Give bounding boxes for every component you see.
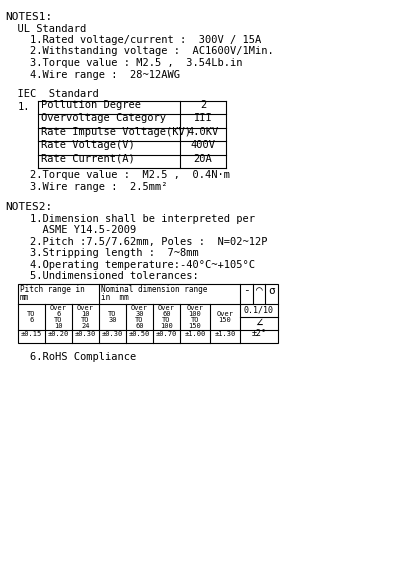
Text: 3.Wire range :  2.5mm²: 3.Wire range : 2.5mm² <box>5 182 168 191</box>
Text: TO: TO <box>27 311 36 317</box>
Text: 2.Torque value :  M2.5 ,  0.4N·m: 2.Torque value : M2.5 , 0.4N·m <box>5 170 230 180</box>
Text: 24: 24 <box>81 323 90 329</box>
Text: UL Standard: UL Standard <box>5 23 86 34</box>
Text: mm: mm <box>20 294 29 303</box>
Text: Over: Over <box>50 306 67 311</box>
Text: Rate Current(A): Rate Current(A) <box>41 154 135 164</box>
Text: Rate Impulse Voltage(KV): Rate Impulse Voltage(KV) <box>41 127 191 137</box>
Text: NOTES1:: NOTES1: <box>5 12 52 22</box>
Text: Over: Over <box>186 306 204 311</box>
Text: TO: TO <box>54 317 63 323</box>
Text: 3.Stripping length :  7~8mm: 3.Stripping length : 7~8mm <box>5 248 199 258</box>
Text: 2: 2 <box>200 100 206 110</box>
Text: 6: 6 <box>57 311 61 318</box>
Text: III: III <box>194 113 212 123</box>
Text: 60: 60 <box>162 311 171 318</box>
Text: 100: 100 <box>188 311 201 318</box>
Text: 100: 100 <box>160 323 173 329</box>
Text: 1.Rated voltage/current :  300V / 15A: 1.Rated voltage/current : 300V / 15A <box>5 35 261 45</box>
Text: 400V: 400V <box>190 140 215 151</box>
Text: TO: TO <box>162 317 171 323</box>
Text: TO: TO <box>108 311 117 317</box>
Bar <box>18 283 278 343</box>
Text: Nominal dimension range: Nominal dimension range <box>101 286 208 294</box>
Text: 2.Pitch :7.5/7.62mm, Poles :  N=02~12P: 2.Pitch :7.5/7.62mm, Poles : N=02~12P <box>5 236 267 247</box>
Text: Over: Over <box>217 311 234 317</box>
Text: 0.1/10: 0.1/10 <box>244 306 274 315</box>
Text: ±0.15: ±0.15 <box>21 331 42 337</box>
Text: Over: Over <box>158 306 175 311</box>
Text: 2.Withstanding voltage :  AC1600V/1Min.: 2.Withstanding voltage : AC1600V/1Min. <box>5 47 274 56</box>
Text: ±0.30: ±0.30 <box>102 331 123 337</box>
Text: 6: 6 <box>29 317 34 323</box>
Text: Over: Over <box>77 306 94 311</box>
Text: Pitch range in: Pitch range in <box>20 286 85 294</box>
Text: TO: TO <box>135 317 144 323</box>
Text: 3.Torque value : M2.5 ,  3.54Lb.in: 3.Torque value : M2.5 , 3.54Lb.in <box>5 58 243 68</box>
Text: ±1.30: ±1.30 <box>214 331 236 337</box>
Text: 10: 10 <box>54 323 63 329</box>
Text: 6.RoHS Compliance: 6.RoHS Compliance <box>5 353 136 362</box>
Text: ASME Y14.5-2009: ASME Y14.5-2009 <box>5 225 136 235</box>
Text: 5.Undimensioned tolerances:: 5.Undimensioned tolerances: <box>5 271 199 281</box>
Text: ±0.70: ±0.70 <box>156 331 177 337</box>
Text: 20A: 20A <box>194 154 212 164</box>
Text: IEC  Standard: IEC Standard <box>5 89 99 99</box>
Text: NOTES2:: NOTES2: <box>5 202 52 212</box>
Text: σ: σ <box>268 286 275 295</box>
Text: ±0.30: ±0.30 <box>75 331 96 337</box>
Text: ∠: ∠ <box>255 316 263 329</box>
Text: ±2°: ±2° <box>252 329 267 339</box>
Text: 10: 10 <box>81 311 90 318</box>
Text: ⌒: ⌒ <box>256 286 263 295</box>
Text: 30: 30 <box>135 311 144 318</box>
Text: -: - <box>243 286 250 295</box>
Text: in  mm: in mm <box>101 294 129 303</box>
Text: ±0.20: ±0.20 <box>48 331 69 337</box>
Text: ±1.00: ±1.00 <box>184 331 206 337</box>
Text: 60: 60 <box>135 323 144 329</box>
Text: 150: 150 <box>188 323 201 329</box>
Text: 4.Wire range :  28~12AWG: 4.Wire range : 28~12AWG <box>5 69 180 80</box>
Text: 30: 30 <box>108 317 117 323</box>
Text: 1.Dimension shall be interpreted per: 1.Dimension shall be interpreted per <box>5 214 255 223</box>
Text: 150: 150 <box>219 317 231 323</box>
Text: Overvoltage Category: Overvoltage Category <box>41 113 166 123</box>
Text: Pollution Degree: Pollution Degree <box>41 100 141 110</box>
Text: 4.0KV: 4.0KV <box>187 127 219 137</box>
Text: 4.Operating temperature:-40°C~+105°C: 4.Operating temperature:-40°C~+105°C <box>5 260 255 269</box>
Text: Rate Voltage(V): Rate Voltage(V) <box>41 140 135 151</box>
Text: TO: TO <box>81 317 90 323</box>
Text: ±0.50: ±0.50 <box>129 331 150 337</box>
Text: TO: TO <box>191 317 199 323</box>
Text: Over: Over <box>131 306 148 311</box>
Text: 1.: 1. <box>18 102 31 111</box>
